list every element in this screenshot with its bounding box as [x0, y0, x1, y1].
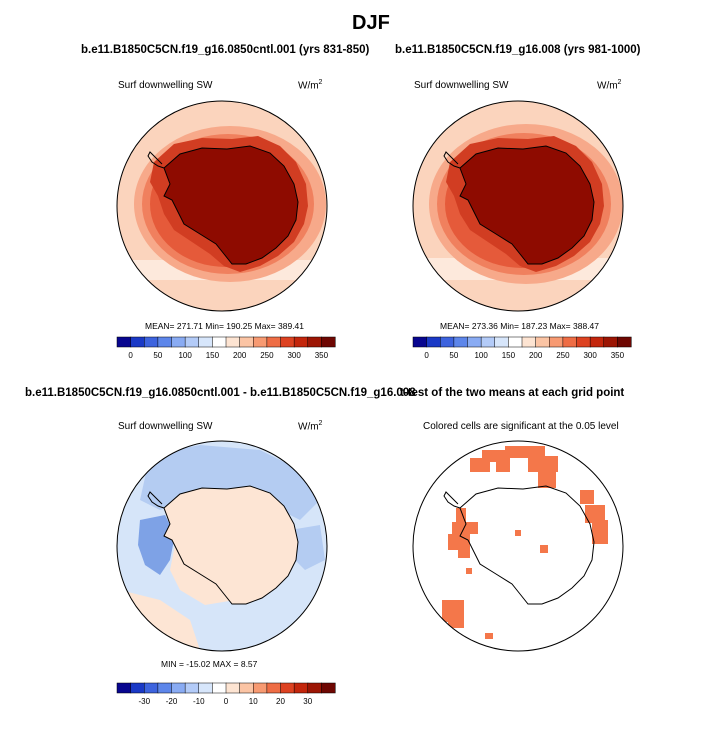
colorbar-swatch [144, 336, 159, 348]
colorbar-tick-label: 250 [260, 351, 274, 360]
colorbar-swatch [198, 336, 213, 348]
colorbar-bottom-left: -30 -20 -10 0 10 20 30 [116, 682, 336, 706]
colorbar-swatch [494, 336, 509, 348]
colorbar-swatch [412, 336, 428, 348]
colorbar-tick-label: -30 [138, 697, 150, 706]
colorbar-tick-label: 30 [303, 697, 312, 706]
colorbar-swatch [130, 336, 145, 348]
colorbar-swatch [130, 682, 145, 694]
colorbar-swatch [426, 336, 441, 348]
units-label-top-left: W/m2 [298, 79, 323, 92]
colorbar-swatch [171, 682, 186, 694]
colorbar-swatch [266, 336, 282, 348]
colorbar-tick-label: 150 [206, 351, 220, 360]
map-top-right [413, 101, 623, 311]
variable-label-bottom-left: Surf downwelling SW [118, 421, 213, 432]
colorbar-swatch [321, 682, 336, 694]
page-title: DJF [352, 12, 390, 34]
panel-title-top-left: b.e11.B1850C5CN.f19_g16.0850cntl.001 (yr… [81, 44, 370, 56]
colorbar-swatch [116, 336, 132, 348]
panel-title-bottom-right: t-test of the two means at each grid poi… [400, 387, 625, 399]
colorbar-swatch [184, 682, 200, 694]
colorbar-tick-label: 100 [178, 351, 192, 360]
colorbar-tick-label: 200 [233, 351, 247, 360]
variable-label-top-right: Surf downwelling SW [414, 80, 509, 91]
colorbar-swatch [239, 336, 254, 348]
colorbar-swatch [198, 682, 213, 694]
colorbar-swatch [321, 336, 336, 348]
panel-title-bottom-left: b.e11.B1850C5CN.f19_g16.0850cntl.001 - b… [25, 387, 416, 399]
colorbar-tick-label: -10 [193, 697, 205, 706]
colorbar-swatch [307, 682, 322, 694]
colorbar-tick-label: 0 [424, 351, 429, 360]
colorbar-tick-label: -20 [166, 697, 178, 706]
colorbar-swatch [603, 336, 618, 348]
colorbar-swatch [157, 682, 173, 694]
panel-title-top-right: b.e11.B1850C5CN.f19_g16.008 (yrs 981-100… [395, 44, 641, 56]
colorbar-tick-label: 50 [449, 351, 458, 360]
variable-label-bottom-right: Colored cells are significant at the 0.0… [423, 421, 619, 432]
map-top-left [117, 101, 327, 311]
colorbar-swatch [293, 336, 309, 348]
colorbar-tick-label: 10 [249, 697, 258, 706]
colorbar-swatch [116, 682, 132, 694]
colorbar-tick-label: 350 [611, 351, 625, 360]
colorbar-swatch [576, 336, 591, 348]
colorbar-swatch [171, 336, 186, 348]
map-bottom-right [413, 441, 623, 651]
colorbar-swatch [212, 336, 227, 348]
variable-label-top-left: Surf downwelling SW [118, 80, 213, 91]
colorbar-tick-label: 0 [224, 697, 229, 706]
colorbar-tick-label: 300 [287, 351, 301, 360]
colorbar-swatch [453, 336, 469, 348]
colorbar-top-right: 0 50 100 150 200 250 300 350 [412, 336, 632, 360]
colorbar-swatch [239, 682, 254, 694]
colorbar-tick-label: 0 [128, 351, 133, 360]
colorbar-tick-label: 50 [153, 351, 162, 360]
map-bottom-left [117, 441, 327, 651]
colorbar-swatch [535, 336, 550, 348]
colorbar-tick-label: 300 [583, 351, 597, 360]
colorbar-swatch [280, 682, 295, 694]
colorbar-swatch [253, 682, 268, 694]
units-label-bottom-left: W/m2 [298, 420, 323, 433]
colorbar-tick-label: 100 [474, 351, 488, 360]
colorbar-swatch [293, 682, 309, 694]
colorbar-swatch [307, 336, 322, 348]
colorbar-swatch [157, 336, 173, 348]
colorbar-swatch [280, 336, 295, 348]
units-label-top-right: W/m2 [597, 79, 622, 92]
colorbar-swatch [521, 336, 537, 348]
colorbar-tick-label: 20 [276, 697, 285, 706]
colorbar-swatch [549, 336, 564, 348]
stats-top-left: MEAN= 271.71 Min= 190.25 Max= 389.41 [145, 321, 305, 331]
colorbar-swatch [480, 336, 496, 348]
colorbar-swatch [617, 336, 632, 348]
colorbar-swatch [225, 682, 241, 694]
colorbar-tick-label: 350 [315, 351, 329, 360]
stats-top-right: MEAN= 273.36 Min= 187.23 Max= 388.47 [440, 321, 600, 331]
colorbar-swatch [508, 336, 523, 348]
colorbar-tick-label: 250 [556, 351, 570, 360]
colorbar-swatch [467, 336, 482, 348]
colorbar-swatch [212, 682, 227, 694]
stats-bottom-left: MIN = -15.02 MAX = 8.57 [161, 659, 258, 669]
colorbar-swatch [562, 336, 578, 348]
colorbar-swatch [184, 336, 200, 348]
colorbar-tick-label: 200 [529, 351, 543, 360]
colorbar-top-left: 0 50 100 150 200 250 300 350 [116, 336, 336, 360]
colorbar-swatch [144, 682, 159, 694]
colorbar-tick-label: 150 [502, 351, 516, 360]
colorbar-swatch [266, 682, 282, 694]
colorbar-swatch [589, 336, 605, 348]
colorbar-swatch [225, 336, 241, 348]
colorbar-swatch [440, 336, 455, 348]
colorbar-swatch [253, 336, 268, 348]
